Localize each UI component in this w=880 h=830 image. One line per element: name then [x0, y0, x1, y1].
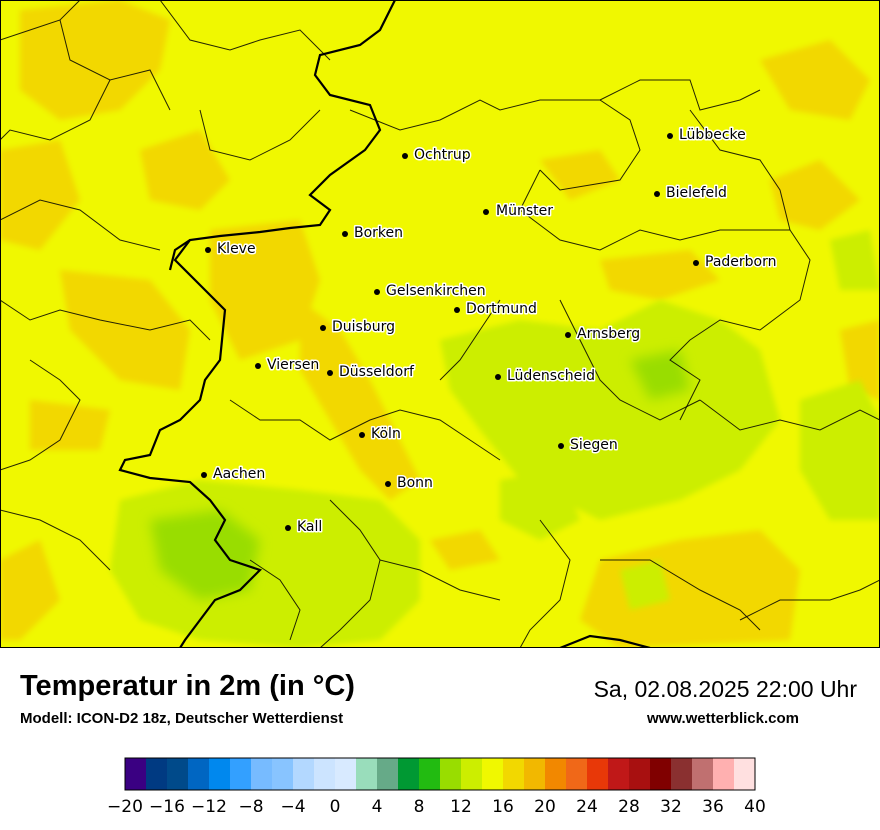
legend-color-cells	[125, 758, 756, 790]
city-label: Duisburg	[332, 319, 395, 335]
city-markers: Lübbecke Ochtrup Bielefeld Münster Borke…	[201, 126, 778, 537]
legend-color-cell	[587, 758, 609, 790]
city-label: Kall	[297, 519, 322, 535]
legend-color-cell	[419, 758, 441, 790]
city-dortmund: Dortmund	[454, 300, 538, 319]
city-viersen: Viersen	[255, 356, 321, 375]
legend-frame	[124, 757, 756, 791]
temperature-map: Lübbecke Ochtrup Bielefeld Münster Borke…	[0, 0, 880, 648]
city-borken: Borken	[342, 224, 405, 243]
legend-color-cell	[734, 758, 756, 790]
legend-color-cell	[482, 758, 504, 790]
legend-color-cell	[314, 758, 336, 790]
legend-color-cell	[209, 758, 231, 790]
city-label: Bielefeld	[666, 185, 727, 201]
legend-color-cell	[125, 758, 147, 790]
city-label: Kleve	[217, 241, 256, 257]
city-label: Viersen	[267, 357, 319, 373]
legend-color-cell	[398, 758, 420, 790]
city-luedenscheid: Lüdenscheid	[495, 367, 597, 386]
district-borders	[0, 0, 880, 648]
temperature-legend: −20 −16 −12 −8 −4 0 4 8 12 16 20 24 28 32 36 40	[107, 757, 766, 817]
legend-color-cell	[335, 758, 357, 790]
city-ochtrup: Ochtrup	[402, 146, 472, 165]
city-label: Köln	[371, 426, 401, 442]
greener-areas	[150, 350, 690, 600]
city-aachen: Aachen	[201, 465, 267, 484]
legend-color-cell	[524, 758, 546, 790]
legend-tick-label: 4	[372, 797, 383, 817]
legend-tick-label: 32	[660, 797, 682, 817]
legend-tick-label: −12	[191, 797, 227, 817]
legend-color-cell	[629, 758, 651, 790]
legend-tick-label: 8	[414, 797, 425, 817]
city-bielefeld: Bielefeld	[654, 184, 728, 203]
legend-color-cell	[566, 758, 588, 790]
legend-color-cell	[650, 758, 672, 790]
legend-tick-label: −4	[280, 797, 305, 817]
city-siegen: Siegen	[558, 436, 619, 455]
legend-tick-label: 12	[450, 797, 472, 817]
legend-tick-label: 0	[330, 797, 341, 817]
city-paderborn: Paderborn	[693, 253, 778, 272]
legend-tick-label: 28	[618, 797, 640, 817]
legend-tick-label: 40	[744, 797, 766, 817]
legend-color-cell	[440, 758, 462, 790]
city-arnsberg: Arnsberg	[565, 325, 642, 344]
legend-color-cell	[251, 758, 273, 790]
website-link[interactable]: www.wetterblick.com	[647, 710, 799, 727]
map-title: Temperatur in 2m (in °C)	[20, 670, 355, 702]
city-label: Arnsberg	[577, 326, 640, 342]
legend-tick-label: −20	[107, 797, 143, 817]
legend-tick-label: −8	[238, 797, 263, 817]
warm-areas	[0, 0, 880, 648]
city-label: Dortmund	[466, 301, 537, 317]
city-bonn: Bonn	[385, 474, 434, 493]
legend-color-cell	[272, 758, 294, 790]
legend-color-cell	[293, 758, 315, 790]
city-duesseldorf: Düsseldorf	[327, 363, 416, 382]
legend-color-cell	[671, 758, 693, 790]
city-label: Borken	[354, 225, 403, 241]
legend-tick-label: 16	[492, 797, 514, 817]
city-label: Gelsenkirchen	[386, 283, 486, 299]
city-label: Lüdenscheid	[507, 368, 595, 384]
city-label: Ochtrup	[414, 147, 471, 163]
model-subtitle: Modell: ICON-D2 18z, Deutscher Wetterdie…	[20, 710, 344, 727]
legend-color-cell	[608, 758, 630, 790]
legend-color-cell	[356, 758, 378, 790]
city-label: Paderborn	[705, 254, 776, 270]
city-label: Lübbecke	[679, 127, 746, 143]
legend-color-cell	[713, 758, 735, 790]
state-borders	[0, 0, 651, 648]
legend-tick-label: −16	[149, 797, 185, 817]
legend-color-cell	[545, 758, 567, 790]
legend-tick-label: 36	[702, 797, 724, 817]
city-label: Düsseldorf	[339, 364, 415, 380]
legend-tick-label: 24	[576, 797, 598, 817]
city-label: Bonn	[397, 475, 433, 491]
legend-color-cell	[146, 758, 168, 790]
legend-color-cell	[167, 758, 189, 790]
forecast-datetime: Sa, 02.08.2025 22:00 Uhr	[593, 676, 857, 702]
legend-color-cell	[692, 758, 714, 790]
legend-color-cell	[503, 758, 525, 790]
legend-color-cell	[461, 758, 483, 790]
legend-color-cell	[230, 758, 252, 790]
city-label: Aachen	[213, 466, 265, 482]
city-label: Münster	[496, 203, 553, 219]
city-muenster: Münster	[483, 202, 555, 221]
city-label: Siegen	[570, 437, 618, 453]
city-kleve: Kleve	[205, 240, 257, 259]
legend-color-cell	[188, 758, 210, 790]
city-kall: Kall	[285, 518, 324, 537]
city-gelsenkirchen: Gelsenkirchen	[374, 282, 487, 301]
city-duisburg: Duisburg	[320, 318, 397, 337]
legend-tick-labels: −20 −16 −12 −8 −4 0 4 8 12 16 20 24 28 32 36 40	[107, 797, 766, 817]
city-luebbecke: Lübbecke	[667, 126, 747, 145]
legend-color-cell	[377, 758, 399, 790]
legend-tick-label: 20	[534, 797, 556, 817]
city-koeln: Köln	[359, 425, 402, 444]
